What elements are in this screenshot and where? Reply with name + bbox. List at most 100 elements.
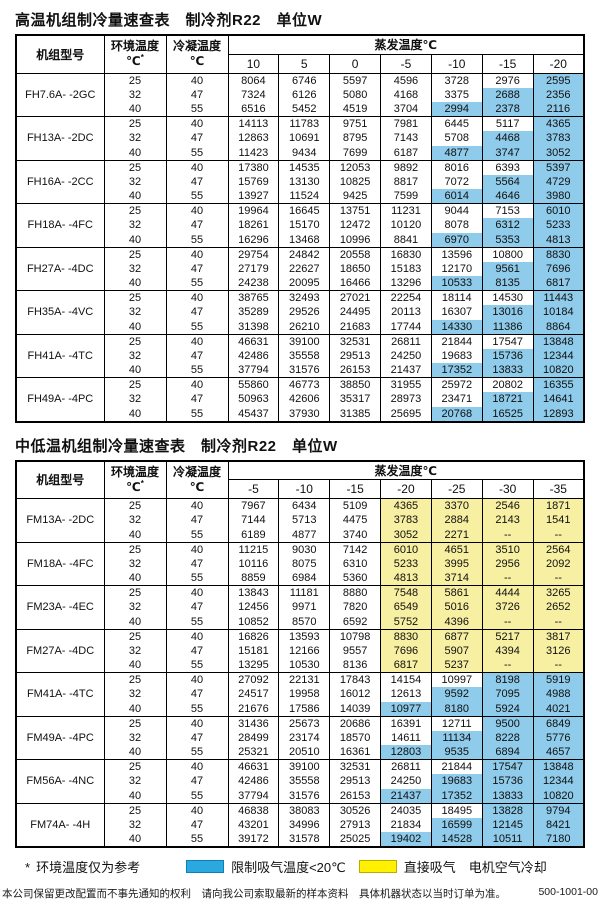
condensing-cell: 40 (165, 334, 228, 349)
ambient-cell: 32 (103, 600, 166, 615)
ambient-cell: 25 (103, 498, 166, 513)
model-cell: FH35A- -4VC (15, 290, 104, 335)
value-cell: 7142 (329, 542, 381, 557)
ambient-cell: 25 (103, 247, 166, 262)
value-cell: 5597 (329, 73, 381, 88)
model-cell: FM27A- -4DC (15, 629, 104, 673)
value-cell: 17843 (329, 672, 381, 687)
table-row: 40 55 8859 6984 5360 4813 3714 -- -- (16, 571, 584, 586)
value-cell: 10996 (329, 232, 381, 248)
table-row: 32 47 12863 10691 8795 7143 5708 4468 3783 (16, 131, 584, 146)
value-cell: 5117 (481, 116, 534, 131)
value-cell: 4988 (532, 687, 584, 702)
condensing-cell: 55 (165, 232, 228, 248)
value-cell: 20686 (329, 716, 381, 731)
value-cell: 11134 (430, 730, 483, 745)
mid-low-temp-capacity-table: 机组型号 环境温度 ℃* 冷凝温度 ℃ 蒸发温度℃ -5 -10 -15 -20 -25 -30 -35… (15, 459, 585, 848)
value-cell: 37794 (227, 363, 279, 378)
value-cell: 5776 (532, 730, 584, 745)
condensing-cell: 40 (165, 803, 228, 818)
ambient-cell: 40 (103, 658, 166, 673)
value-cell: -- (481, 658, 534, 673)
value-cell: 21834 (380, 817, 432, 832)
model-cell: FM56A- -4NC (15, 759, 104, 804)
value-cell: 9794 (532, 803, 584, 818)
condensing-cell: 55 (165, 102, 228, 117)
condensing-cell: 47 (165, 643, 228, 658)
value-cell: 16391 (380, 716, 432, 731)
value-cell: 7095 (481, 687, 534, 702)
table-row: 32 47 18261 15170 12472 10120 8078 6312 5233 (16, 218, 584, 233)
evap-temp-cell: 0 (329, 54, 381, 74)
value-cell: 9557 (329, 643, 381, 658)
blue-swatch-icon (186, 859, 225, 873)
value-cell: 6310 (329, 556, 381, 571)
ambient-cell: 25 (103, 377, 166, 392)
value-cell: 4365 (532, 116, 584, 131)
ambient-header-unit: ℃* (126, 478, 144, 494)
condensing-cell: 47 (165, 131, 228, 146)
condensing-cell: 47 (165, 261, 228, 276)
value-cell: 16645 (278, 203, 330, 218)
value-cell: 15170 (278, 218, 330, 233)
value-cell: 9425 (329, 189, 381, 204)
value-cell: 7696 (532, 261, 584, 276)
value-cell: 3375 (430, 87, 483, 102)
header-row-2: -5 -10 -15 -20 -25 -30 -35 (16, 479, 584, 499)
value-cell: 31955 (380, 377, 432, 392)
value-cell: 2092 (532, 556, 584, 571)
value-cell: 3265 (532, 585, 584, 600)
condensing-cell: 40 (165, 672, 228, 687)
condensing-cell: 55 (165, 614, 228, 630)
value-cell: 19964 (227, 203, 279, 218)
ambient-cell: 32 (103, 556, 166, 571)
value-cell: 19958 (278, 687, 330, 702)
value-cell: 4396 (430, 614, 483, 630)
value-cell: 6894 (481, 745, 534, 760)
value-cell: 3980 (532, 189, 584, 204)
value-cell: 12613 (380, 687, 432, 702)
value-cell: 10530 (278, 658, 330, 673)
value-cell: 13927 (227, 189, 279, 204)
table-row: FH49A- -4PC 25 40 55860 46773 38850 31955 25972… (15, 377, 584, 422)
value-cell: 7981 (380, 116, 432, 131)
value-cell: 12166 (278, 643, 330, 658)
value-cell: 9892 (380, 160, 432, 175)
value-cell: 14113 (227, 116, 279, 131)
value-cell: 7820 (329, 600, 381, 615)
value-cell: 5237 (430, 658, 483, 673)
value-cell: 6746 (278, 73, 330, 88)
value-cell: 5080 (329, 87, 381, 102)
table-row: FM56A- -4NC 25 40 46631 39100 32531 26811 21844… (15, 759, 584, 804)
value-cell: 8859 (227, 571, 279, 586)
value-cell: 24035 (380, 803, 432, 818)
value-cell: 8880 (329, 585, 381, 600)
table-row: 32 47 35289 29526 24495 20113 16307 13016 10184 (16, 305, 584, 320)
value-cell: 26153 (329, 363, 381, 378)
value-cell: 16361 (329, 745, 381, 760)
value-cell: 2595 (532, 73, 584, 88)
value-cell: 3747 (481, 145, 534, 161)
evap-temp-cell: -10 (430, 54, 483, 74)
value-cell: 10977 (380, 701, 432, 717)
model-cell: FH13A- -2DC (15, 116, 104, 161)
value-cell: 5861 (430, 585, 483, 600)
value-cell: 6984 (278, 571, 330, 586)
mid-low-temp-section: 中低温机组制冷量速查表 制冷剂R22 单位W 机组型号 环境温度 ℃* 冷凝温度 ℃ 蒸发… (15, 435, 585, 848)
value-cell: 17547 (481, 759, 534, 774)
value-cell: 5713 (278, 513, 330, 528)
value-cell: 25972 (430, 377, 483, 392)
condensing-cell: 55 (165, 832, 228, 848)
value-cell: 6189 (227, 527, 279, 543)
condensing-cell: 55 (165, 571, 228, 586)
value-cell: 19683 (430, 348, 483, 363)
model-header-cell: 机组型号 (15, 35, 104, 74)
value-cell: 11215 (227, 542, 279, 557)
legend: * 环境温度仅为参考 限制吸气温度<20℃ 直接吸气 电机空气冷却 (15, 857, 585, 875)
value-cell: 10820 (532, 363, 584, 378)
value-cell: 6445 (430, 116, 483, 131)
value-cell: 17586 (278, 701, 330, 717)
value-cell: 2143 (481, 513, 534, 528)
table-row: 40 55 11423 9434 7699 6187 4877 3747 3052 (16, 145, 584, 161)
value-cell: 11524 (278, 189, 330, 204)
